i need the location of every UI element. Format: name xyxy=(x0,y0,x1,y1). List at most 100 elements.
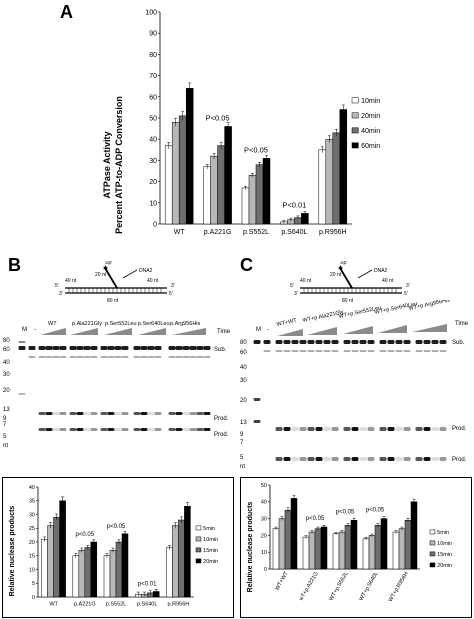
chart-c: Relative nuclease products 0 10 20 30 40 50 WT… xyxy=(247,483,452,603)
legend-label: 60min xyxy=(361,143,380,150)
gel-c-time-label: Time xyxy=(455,321,469,327)
gel-band xyxy=(275,350,283,352)
gel-band xyxy=(133,428,141,431)
chart-b-ylabel: Relative nuclease products xyxy=(9,506,16,597)
gel-band xyxy=(175,412,183,415)
y-tick-label: 10 xyxy=(149,200,157,207)
gel-band xyxy=(59,428,67,431)
bar xyxy=(302,536,310,570)
gel-band xyxy=(196,412,204,415)
label-dna2: DNA2 xyxy=(139,268,153,274)
gel-band xyxy=(140,356,148,358)
gel-b-image: 80 60 40 30 20 13 9 7 5 nt Sub. Prod. Pr… xyxy=(0,336,237,456)
legend-label: 5min xyxy=(437,530,449,536)
gel-band xyxy=(45,356,53,358)
time-wedge xyxy=(70,328,98,335)
y-tick-label: 30 xyxy=(261,517,267,523)
legend-swatch xyxy=(195,525,202,531)
chart-a: ATPase Activity Percent ATP-to-ADP Conve… xyxy=(102,9,380,236)
marker-9: 9 xyxy=(3,416,7,422)
gel-b-lane-wt: WT xyxy=(48,321,57,327)
gel-band xyxy=(114,412,122,415)
chart-c-ylabel: Relative nuclease products xyxy=(247,502,254,593)
x-category-label: p.R956H xyxy=(319,229,347,236)
gel-band xyxy=(323,340,331,344)
gel-band xyxy=(107,356,115,358)
five-prime-top: 5' xyxy=(290,283,294,289)
gel-band xyxy=(100,412,108,415)
gel-band xyxy=(83,412,91,415)
gel-band xyxy=(423,340,431,344)
legend-swatch xyxy=(351,112,359,119)
legend-swatch xyxy=(429,562,436,568)
label-32p: ³²P xyxy=(105,261,112,267)
gel-band xyxy=(83,346,91,350)
gel-band xyxy=(283,427,291,431)
label-dna2: DNA2 xyxy=(374,268,388,274)
gel-band xyxy=(100,356,108,358)
x-category-label: p.S640L xyxy=(137,602,158,608)
gel-band xyxy=(379,457,387,461)
y-tick-label: 80 xyxy=(149,52,157,59)
gel-band xyxy=(52,346,60,350)
marker-80: 80 xyxy=(240,340,247,346)
gel-band xyxy=(283,457,291,461)
gel-band xyxy=(291,340,299,344)
gel-band xyxy=(263,340,271,344)
marker-60: 60 xyxy=(3,347,10,353)
gel-band xyxy=(18,341,26,343)
legend-swatch xyxy=(429,551,436,557)
gel-c-lane-r956h: WT+p.Arg956His xyxy=(408,300,451,312)
gel-c-lane-wt-wt: WT+WT xyxy=(276,318,298,328)
significance-label: P<0.05 xyxy=(206,113,230,122)
y-tick-label: 0 xyxy=(264,567,267,573)
gel-band xyxy=(395,350,403,352)
gel-band xyxy=(69,412,77,415)
gel-band xyxy=(359,457,367,461)
gel-band xyxy=(275,457,283,461)
label-80nt: 80 nt xyxy=(342,298,354,304)
three-prime-bottom: 3' xyxy=(59,291,63,297)
gel-band xyxy=(415,457,423,461)
gel-band xyxy=(189,412,197,415)
gel-band xyxy=(367,350,375,352)
gel-band xyxy=(168,428,176,431)
gel-band xyxy=(431,457,439,461)
gel-band xyxy=(439,427,447,431)
bar xyxy=(344,525,352,570)
gel-band xyxy=(291,427,299,431)
gel-band xyxy=(307,457,315,461)
legend-label: 15min xyxy=(203,548,218,554)
gel-band xyxy=(403,350,411,352)
three-prime-top: 3' xyxy=(406,283,410,289)
chart-a-ylabel-line1: ATPase Activity xyxy=(102,131,112,198)
marker-80: 80 xyxy=(3,338,10,344)
bar xyxy=(290,498,298,570)
gel-band xyxy=(367,427,375,431)
gel-band xyxy=(59,412,67,415)
gel-band xyxy=(140,346,148,350)
bar xyxy=(362,538,370,570)
gel-band xyxy=(331,340,339,344)
gel-band xyxy=(387,427,395,431)
gel-band xyxy=(114,356,122,358)
gel-band xyxy=(291,457,299,461)
marker-9: 9 xyxy=(240,432,244,438)
y-tick-label: 10 xyxy=(261,550,267,556)
gel-band xyxy=(315,427,323,431)
x-category-label: WT+WT xyxy=(274,570,290,591)
bar xyxy=(72,555,80,598)
gel-band xyxy=(140,428,148,431)
y-tick-label: 10 xyxy=(29,567,35,573)
gel-band xyxy=(28,356,36,358)
gel-band xyxy=(147,412,155,415)
gel-band xyxy=(403,340,411,344)
bar xyxy=(84,547,92,598)
bar xyxy=(178,519,185,598)
gel-band xyxy=(18,393,26,395)
gel-b-lane-r956h: p.Arg956His xyxy=(170,321,201,327)
time-wedge xyxy=(138,328,166,335)
marker-30: 30 xyxy=(240,378,247,384)
gel-band xyxy=(38,428,46,431)
three-prime-top: 3' xyxy=(171,283,175,289)
